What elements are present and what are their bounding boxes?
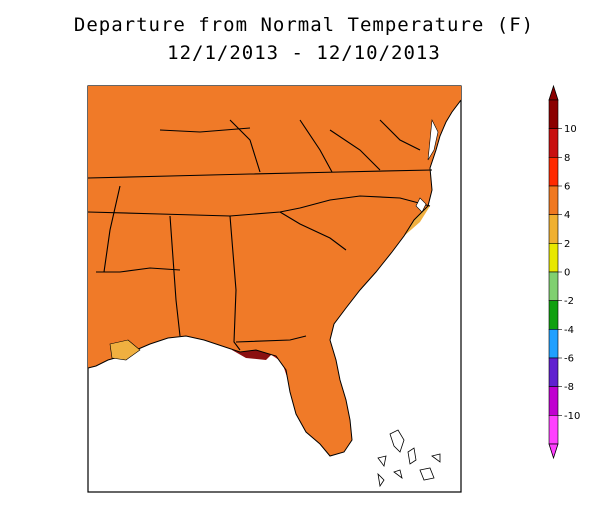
- legend-tick-label: 10: [564, 124, 577, 135]
- map-title: Departure from Normal Temperature (F): [73, 14, 535, 36]
- legend-color-swatch: [548, 415, 559, 445]
- legend-color-swatch: [548, 185, 559, 215]
- legend-color-swatch: [548, 128, 559, 158]
- legend-bottom-arrow: [548, 443, 559, 460]
- map-fill-layer: [88, 86, 461, 488]
- legend-tick-label: -4: [564, 325, 574, 336]
- legend-tick-label: 6: [564, 182, 570, 193]
- legend-tick-label: -10: [564, 411, 580, 422]
- state-boundaries: [88, 119, 433, 351]
- map-date-range: 12/1/2013 - 12/10/2013: [167, 42, 441, 64]
- legend-color-swatch: [548, 214, 559, 244]
- legend-color-swatch: [548, 243, 559, 273]
- legend-color-swatch: [548, 300, 559, 330]
- legend-color-swatch: [548, 99, 559, 129]
- legend-tick-label: -8: [564, 382, 574, 393]
- legend-color-bar: [548, 84, 559, 460]
- legend-tick-label: 4: [564, 210, 570, 221]
- legend-tick-label: -6: [564, 354, 574, 365]
- legend-top-arrow: [548, 84, 559, 101]
- legend-color-swatch: [548, 157, 559, 187]
- legend-tick-labels: 10 8 6 4 2 0 -2 -4 -6 -8 -10: [558, 124, 580, 422]
- legend-tick-label: 0: [564, 268, 570, 279]
- legend-tick-label: -2: [564, 296, 574, 307]
- legend-color-swatch: [548, 386, 559, 416]
- legend-color-swatch: [548, 357, 559, 387]
- legend-tick-label: 2: [564, 239, 570, 250]
- legend-tick-label: 8: [564, 153, 570, 164]
- bahamas-islands: [377, 429, 441, 488]
- legend-color-swatch: [548, 329, 559, 359]
- legend-color-swatch: [548, 271, 559, 301]
